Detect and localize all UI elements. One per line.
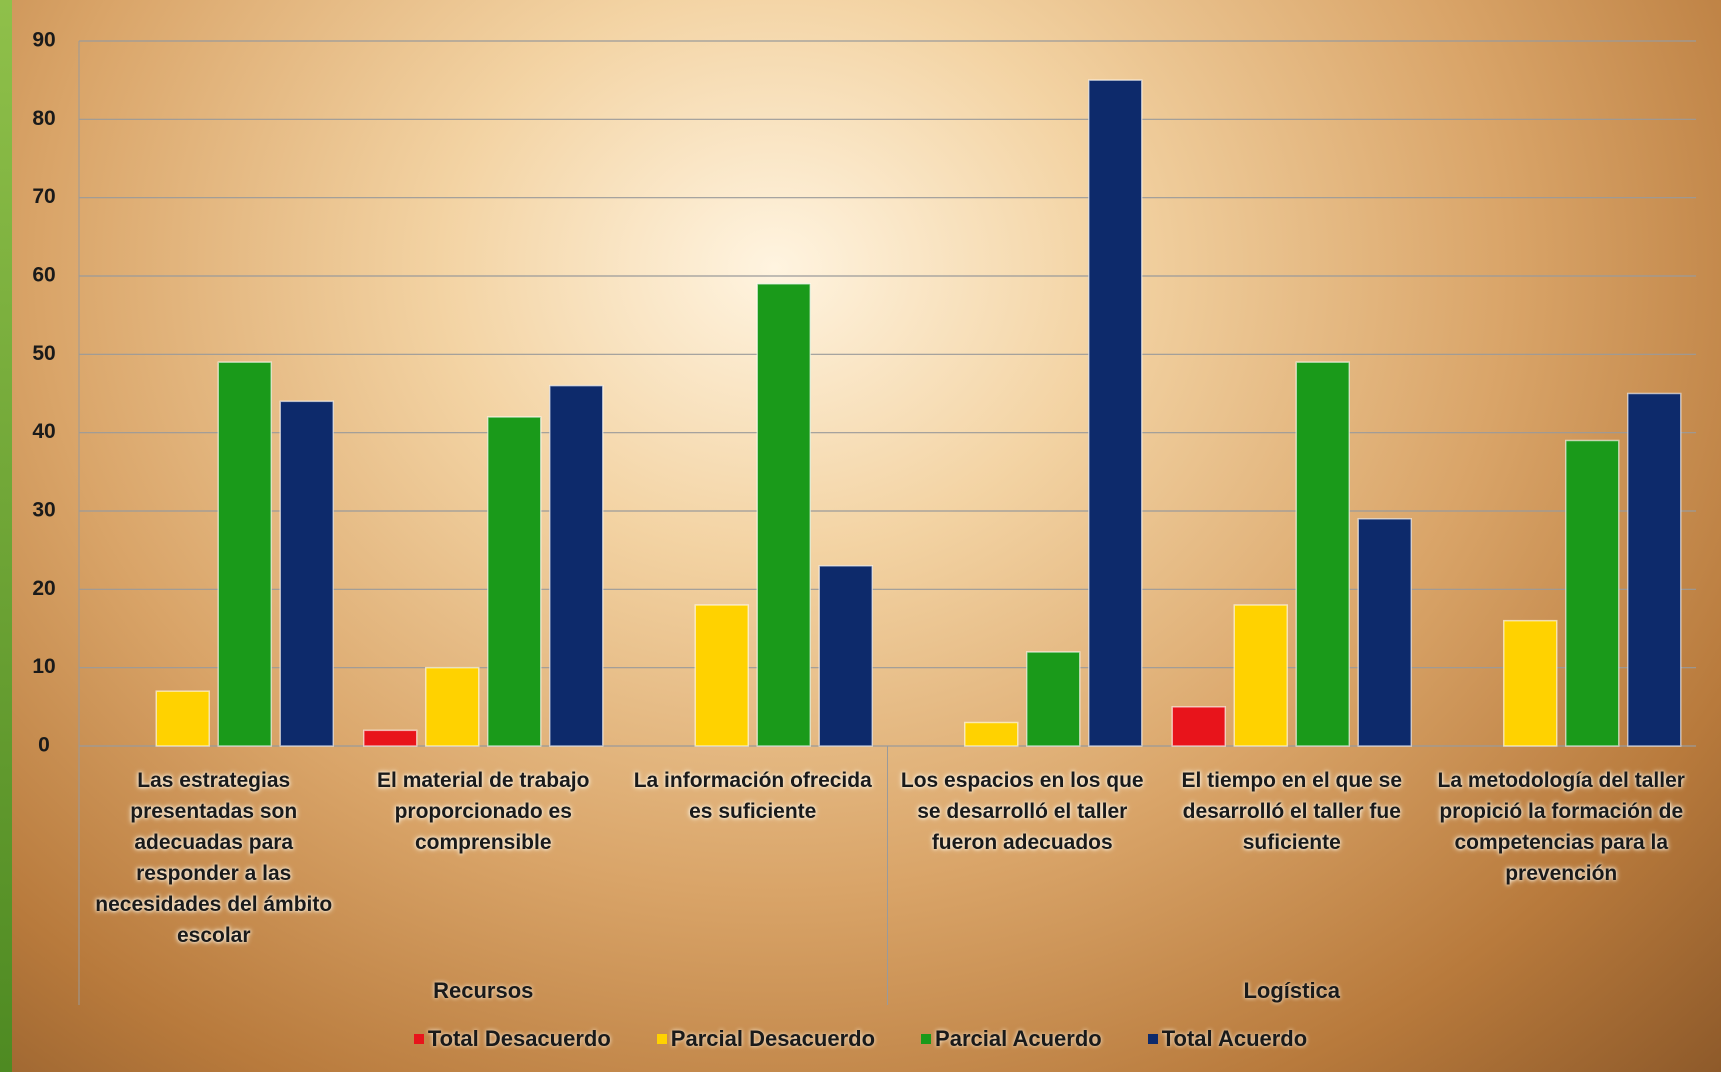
bar xyxy=(1088,79,1143,747)
legend-swatch xyxy=(656,1034,667,1044)
side-strip xyxy=(0,0,12,1072)
bar xyxy=(217,361,272,747)
bar xyxy=(1026,651,1081,747)
legend-swatch xyxy=(413,1034,424,1044)
y-tick-label: 30 xyxy=(32,499,55,522)
bar xyxy=(1503,619,1558,747)
bar xyxy=(964,721,1019,747)
x-tick-label: Las estrategias presentadas son adecuada… xyxy=(95,769,333,947)
y-tick-label: 40 xyxy=(32,420,55,443)
y-tick-label: 20 xyxy=(32,577,55,600)
y-tick-label: 60 xyxy=(32,264,55,287)
bar xyxy=(818,565,873,747)
legend: Total Desacuerdo Parcial Desacuerdo Parcia… xyxy=(0,1026,1721,1052)
bar xyxy=(1627,392,1682,747)
group-label: Recursos xyxy=(433,978,534,1003)
bar xyxy=(549,384,604,747)
legend-item: Parcial Acuerdo xyxy=(921,1026,1102,1052)
bar xyxy=(1565,439,1620,747)
legend-label: Parcial Acuerdo xyxy=(935,1026,1102,1051)
x-tick-label: La metodología del taller propició la fo… xyxy=(1437,769,1685,885)
y-tick-label: 50 xyxy=(32,342,55,365)
x-tick-label: El material de trabajo proporcionado es … xyxy=(377,769,590,854)
legend-item: Parcial Desacuerdo xyxy=(656,1026,876,1052)
bar xyxy=(756,283,811,747)
legend-label: Parcial Desacuerdo xyxy=(670,1026,876,1051)
y-tick-label: 80 xyxy=(32,107,55,130)
bar xyxy=(155,690,210,747)
bar xyxy=(363,729,418,747)
legend-item: Total Desacuerdo xyxy=(413,1026,611,1052)
y-tick-label: 0 xyxy=(38,734,50,757)
legend-swatch xyxy=(1147,1034,1158,1044)
bar xyxy=(1233,604,1288,747)
legend-label: Total Desacuerdo xyxy=(427,1026,611,1051)
bar xyxy=(425,666,480,747)
bar xyxy=(1357,518,1412,747)
x-tick-label: La información ofrecida es suficiente xyxy=(633,769,872,823)
legend-label: Total Acuerdo xyxy=(1161,1026,1308,1051)
legend-swatch xyxy=(921,1034,932,1044)
bar xyxy=(694,604,749,747)
bar xyxy=(1295,361,1350,747)
y-tick-label: 90 xyxy=(32,29,55,52)
y-tick-label: 70 xyxy=(32,185,55,208)
x-tick-label: El tiempo en el que se desarrolló el tal… xyxy=(1181,769,1403,854)
group-label: Logística xyxy=(1243,978,1341,1003)
bar xyxy=(279,400,334,747)
bar xyxy=(487,416,542,747)
bar xyxy=(1171,706,1226,747)
legend-item: Total Acuerdo xyxy=(1147,1026,1308,1052)
y-tick-label: 10 xyxy=(32,655,55,678)
x-tick-label: Los espacios en los que se desarrolló el… xyxy=(900,769,1144,854)
